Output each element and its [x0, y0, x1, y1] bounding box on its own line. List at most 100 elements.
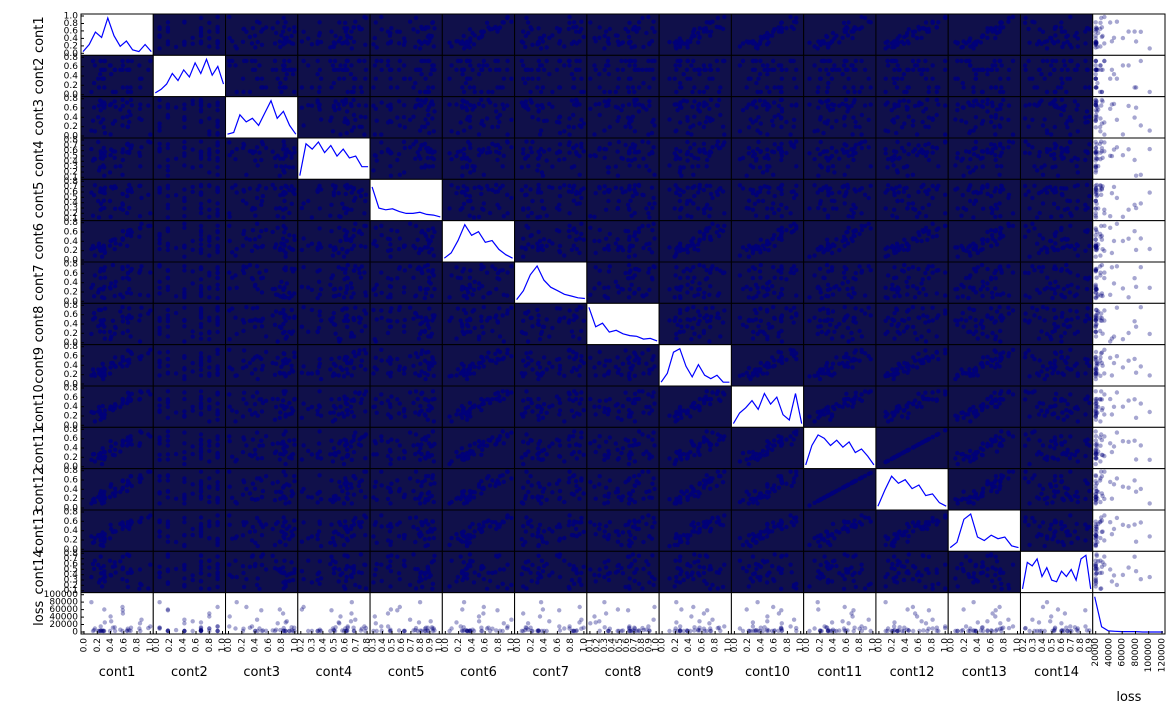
point [569, 329, 575, 334]
point [630, 193, 636, 199]
point [289, 201, 294, 206]
point [1098, 44, 1103, 49]
point [277, 39, 282, 44]
point [623, 270, 628, 276]
point [165, 319, 171, 324]
point [830, 292, 836, 297]
point [530, 42, 535, 47]
point [905, 284, 910, 289]
point [463, 44, 469, 50]
point [401, 324, 407, 329]
point [389, 306, 394, 311]
point [371, 103, 376, 108]
point [1053, 241, 1058, 246]
point [299, 205, 305, 211]
point [1096, 242, 1101, 247]
point [630, 85, 636, 90]
point [470, 67, 475, 73]
point [407, 221, 413, 226]
point [317, 313, 322, 318]
point [389, 26, 394, 31]
point [402, 268, 407, 273]
point [1093, 237, 1098, 242]
point [592, 63, 597, 68]
point [385, 330, 391, 336]
point [120, 305, 125, 310]
point [615, 149, 620, 154]
point [207, 170, 212, 175]
point [484, 20, 490, 25]
point [679, 173, 684, 178]
point [379, 132, 384, 137]
panel-cont6-vs-cont11 [803, 220, 877, 263]
point [690, 33, 695, 38]
panel-cont3-vs-cont4 [297, 96, 371, 139]
point [449, 273, 454, 278]
panel-cont2-vs-cont1 [80, 54, 154, 98]
point [165, 183, 171, 188]
point [505, 14, 510, 20]
point [1147, 46, 1152, 51]
panel-cont4-vs-cont6 [441, 137, 516, 180]
point [468, 103, 473, 108]
point [1093, 149, 1098, 154]
point [697, 149, 702, 154]
point [336, 67, 341, 73]
point [636, 26, 642, 31]
point [851, 202, 856, 207]
point [316, 241, 322, 246]
point [985, 29, 990, 34]
point [623, 124, 628, 129]
point [519, 100, 524, 105]
point [253, 158, 258, 163]
point [362, 223, 367, 228]
point [677, 198, 682, 204]
point [241, 142, 247, 148]
point [306, 36, 311, 41]
point [447, 102, 452, 107]
point [846, 225, 851, 230]
point [825, 282, 831, 287]
point [760, 63, 766, 68]
point [776, 145, 781, 151]
point [1093, 189, 1098, 194]
point [541, 67, 547, 73]
point [461, 152, 467, 157]
point [776, 112, 781, 118]
panel-bg [586, 14, 660, 56]
point [336, 39, 341, 44]
point [930, 195, 935, 201]
point [897, 293, 902, 299]
point [461, 331, 466, 336]
point [358, 114, 364, 119]
point [1120, 286, 1126, 291]
point [112, 331, 117, 336]
point [1060, 245, 1065, 251]
point [1032, 268, 1037, 273]
point [906, 193, 911, 199]
point [685, 115, 690, 120]
point [899, 243, 905, 248]
point [850, 132, 855, 137]
point [139, 195, 144, 201]
point [468, 170, 473, 175]
point [677, 215, 683, 220]
point [678, 295, 683, 301]
point [1085, 119, 1090, 125]
point [597, 268, 602, 273]
point [349, 190, 354, 195]
point [98, 120, 103, 125]
point [853, 228, 858, 233]
point [667, 117, 672, 122]
point [521, 147, 526, 152]
point [113, 89, 118, 95]
point [331, 310, 336, 316]
point [1094, 67, 1100, 73]
point [930, 150, 935, 155]
point [102, 336, 108, 341]
point [333, 33, 338, 39]
point [479, 314, 484, 319]
point [127, 67, 132, 73]
point [603, 207, 609, 212]
point [536, 163, 541, 168]
